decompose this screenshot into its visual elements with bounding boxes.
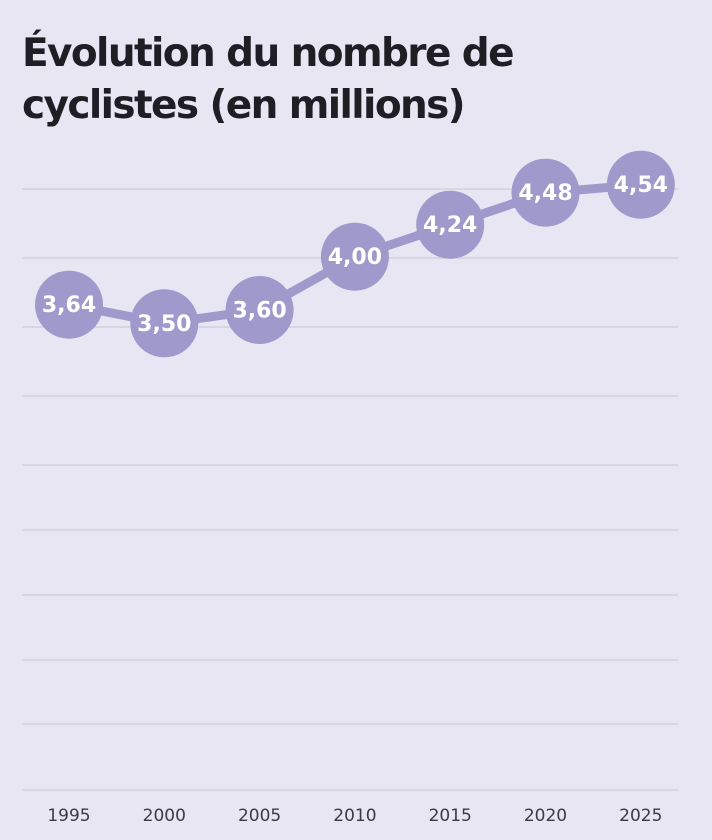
- data-label-2000: 3,50: [137, 312, 191, 337]
- x-tick-label-2020: 2020: [524, 806, 567, 826]
- x-tick-label-2000: 2000: [143, 806, 186, 826]
- data-label-2025: 4,54: [614, 173, 668, 198]
- data-point-2005: [225, 276, 294, 344]
- data-markers: [35, 150, 675, 358]
- x-tick-label-1995: 1995: [47, 806, 90, 826]
- gridlines: [22, 188, 678, 791]
- x-tick-label-2015: 2015: [429, 806, 472, 826]
- data-point-2010: [320, 222, 389, 291]
- x-tick-label-2005: 2005: [238, 806, 281, 826]
- data-label-2010: 4,00: [328, 245, 382, 270]
- data-label-2020: 4,48: [518, 181, 572, 206]
- x-axis-ticks: 1995 2000 2005 2010 2015 2020 2025: [47, 806, 662, 826]
- data-point-2020: [511, 158, 580, 227]
- data-labels: 3,64 3,50 3,60 4,00 4,24 4,48 4,54: [42, 173, 668, 337]
- data-point-2015: [416, 190, 485, 259]
- x-tick-label-2025: 2025: [619, 806, 662, 826]
- data-point-2025: [606, 150, 675, 219]
- data-label-2015: 4,24: [423, 213, 477, 238]
- chart-title: Évolution du nombre de cyclistes (en mil…: [22, 31, 515, 128]
- data-point-1995: [35, 270, 103, 339]
- x-tick-label-2010: 2010: [333, 806, 376, 826]
- data-label-2005: 3,60: [232, 299, 286, 324]
- data-label-1995: 3,64: [42, 293, 96, 318]
- data-point-2000: [130, 289, 199, 358]
